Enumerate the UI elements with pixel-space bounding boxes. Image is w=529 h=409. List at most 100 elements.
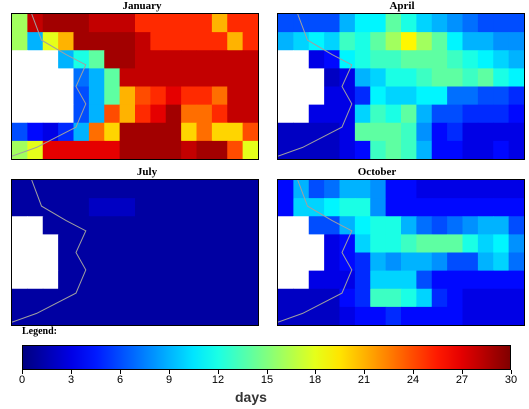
- heatmap-cell: [88, 32, 105, 51]
- heatmap-cell: [370, 252, 387, 272]
- heatmap-cell: [150, 198, 167, 217]
- heatmap-cell: [477, 140, 494, 159]
- heatmap-cell: [73, 32, 90, 51]
- heatmap-cell: [354, 252, 371, 272]
- panel-title-april: April: [389, 0, 415, 12]
- heatmap-cell: [370, 32, 387, 51]
- heatmap-cell: [477, 86, 494, 106]
- heatmap-cell: [165, 104, 182, 124]
- heatmap-cell: [431, 14, 448, 33]
- heatmap-cell: [477, 32, 494, 51]
- heatmap-april: [277, 13, 525, 160]
- heatmap-cell: [227, 68, 244, 88]
- heatmap-cell: [431, 32, 448, 51]
- heatmap-cell: [58, 50, 75, 69]
- land-cell: [308, 68, 325, 88]
- heatmap-cell: [477, 306, 494, 325]
- heatmap-cell: [416, 14, 433, 33]
- heatmap-cell: [104, 288, 121, 308]
- heatmap-cell: [73, 306, 90, 325]
- heatmap-cell: [88, 234, 105, 254]
- heatmap-cell: [324, 14, 341, 33]
- heatmap-cell: [227, 198, 244, 217]
- land-cell: [278, 104, 294, 124]
- land-cell: [308, 252, 325, 272]
- heatmap-cell: [88, 180, 105, 199]
- heatmap-cell: [12, 140, 28, 159]
- heatmap-cell: [42, 14, 59, 33]
- heatmap-cell: [477, 122, 494, 142]
- land-cell: [58, 68, 75, 88]
- heatmap-cell: [354, 14, 371, 33]
- heatmap-cell: [324, 198, 341, 217]
- heatmap-cell: [431, 180, 448, 199]
- heatmap-cell: [462, 122, 479, 142]
- colorbar-tick-label: 24: [406, 374, 420, 386]
- heatmap-cell: [181, 104, 198, 124]
- heatmap-cell: [27, 122, 44, 142]
- heatmap-cell: [416, 270, 433, 290]
- heatmap-cell: [370, 288, 387, 308]
- heatmap-cell: [339, 198, 356, 217]
- heatmap-cell: [119, 252, 136, 272]
- heatmap-cell: [119, 180, 136, 199]
- heatmap-cell: [477, 234, 494, 254]
- heatmap-cell: [278, 198, 294, 217]
- land-cell: [293, 216, 310, 235]
- heatmap-cell: [308, 14, 325, 33]
- heatmap-cell: [431, 122, 448, 142]
- heatmap-cell: [385, 50, 402, 69]
- heatmap-cell: [385, 252, 402, 272]
- land-cell: [278, 234, 294, 254]
- heatmap-cell: [431, 50, 448, 69]
- heatmap-cell: [416, 122, 433, 142]
- land-cell: [293, 270, 310, 290]
- heatmap-cell: [370, 104, 387, 124]
- heatmap-cell: [242, 14, 258, 33]
- heatmap-cell: [135, 104, 151, 124]
- colorbar-tick-label: 27: [455, 374, 469, 386]
- colorbar-tick-label: 12: [211, 374, 225, 386]
- heatmap-cell: [104, 198, 121, 217]
- heatmap-cell: [447, 198, 464, 217]
- heatmap-cell: [119, 306, 136, 325]
- heatmap-cell: [431, 104, 448, 124]
- land-cell: [12, 270, 28, 290]
- heatmap-cell: [211, 234, 228, 254]
- land-cell: [278, 270, 294, 290]
- heatmap-cell: [58, 252, 75, 272]
- heatmap-cell: [462, 252, 479, 272]
- colorbar-tick-label: 21: [357, 374, 371, 386]
- heatmap-cell: [150, 306, 167, 325]
- heatmap-cell: [165, 50, 182, 69]
- colorbar-tick-label: 0: [18, 374, 26, 386]
- heatmap-cell: [196, 86, 213, 106]
- colorbar-tick-mark: [169, 370, 170, 374]
- land-cell: [12, 252, 28, 272]
- heatmap-cell: [324, 252, 341, 272]
- heatmap-cell: [211, 252, 228, 272]
- colorbar-tick-label: 15: [260, 374, 274, 386]
- heatmap-cell: [278, 288, 294, 308]
- heatmap-cell: [88, 252, 105, 272]
- heatmap-cell: [493, 140, 510, 159]
- heatmap-cell: [370, 50, 387, 69]
- heatmap-cell: [42, 198, 59, 217]
- heatmap-cell: [324, 216, 341, 235]
- heatmap-svg: [12, 14, 258, 159]
- heatmap-cell: [508, 252, 524, 272]
- land-cell: [293, 86, 310, 106]
- heatmap-cell: [211, 216, 228, 235]
- heatmap-cell: [104, 252, 121, 272]
- heatmap-cell: [278, 14, 294, 33]
- heatmap-cell: [431, 68, 448, 88]
- heatmap-cell: [339, 32, 356, 51]
- heatmap-cell: [165, 86, 182, 106]
- land-cell: [42, 86, 59, 106]
- heatmap-cell: [242, 32, 258, 51]
- heatmap-cell: [104, 306, 121, 325]
- heatmap-cell: [416, 198, 433, 217]
- coastline: [12, 14, 87, 157]
- heatmap-cell: [242, 50, 258, 69]
- heatmap-cell: [462, 270, 479, 290]
